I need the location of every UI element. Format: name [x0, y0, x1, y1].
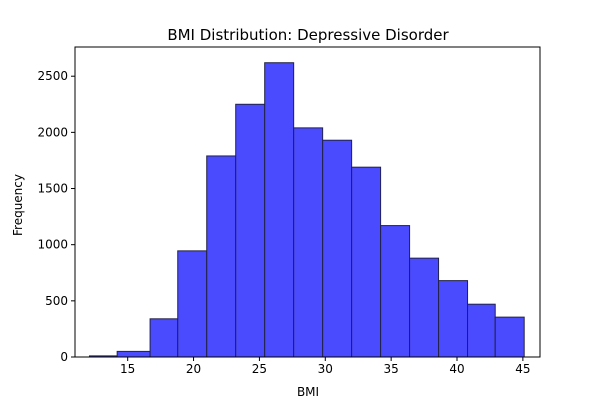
y-tick-label: 0 [60, 350, 68, 364]
histogram-bars [88, 62, 525, 358]
histogram-bar [409, 257, 440, 358]
histogram-bar [351, 166, 382, 358]
plot-frame [74, 46, 541, 358]
y-axis-ticks: 0 500 1000 1500 2000 2500 [37, 69, 75, 364]
x-tick-label: 40 [449, 362, 464, 376]
histogram-bar [149, 318, 179, 358]
histogram-bar [116, 350, 151, 358]
x-axis-label: BMI [297, 385, 319, 399]
histogram-bar [293, 127, 324, 358]
histogram-bar [380, 225, 411, 358]
histogram-bar [177, 250, 208, 358]
histogram-bar [438, 280, 469, 358]
histogram-bar [264, 62, 295, 358]
y-tick-label: 1500 [37, 182, 68, 196]
x-tick-label: 20 [186, 362, 201, 376]
x-tick-label: 35 [384, 362, 399, 376]
histogram-bar [467, 303, 496, 358]
y-tick-label: 2500 [37, 69, 68, 83]
y-axis-label: Frequency [11, 174, 25, 236]
histogram-bar [322, 139, 353, 358]
x-tick-label: 45 [515, 362, 530, 376]
x-tick-label: 25 [252, 362, 267, 376]
y-tick-label: 1000 [37, 238, 68, 252]
x-tick-label: 30 [318, 362, 333, 376]
histogram-bar [494, 316, 525, 358]
chart-title: BMI Distribution: Depressive Disorder [167, 26, 449, 44]
histogram-bar [206, 155, 237, 358]
x-axis-ticks: 15 20 25 30 35 40 45 [120, 357, 531, 376]
y-tick-label: 2000 [37, 125, 68, 139]
y-tick-label: 500 [45, 294, 68, 308]
histogram-bar [235, 103, 266, 358]
x-tick-label: 15 [120, 362, 135, 376]
